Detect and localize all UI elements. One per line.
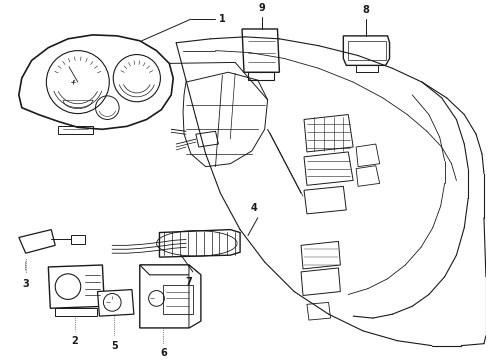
Polygon shape: [242, 29, 279, 72]
Polygon shape: [98, 289, 134, 316]
Polygon shape: [304, 186, 346, 214]
Polygon shape: [140, 265, 201, 328]
Text: 5: 5: [111, 341, 118, 351]
Polygon shape: [49, 265, 104, 308]
Polygon shape: [304, 152, 353, 185]
Text: 2: 2: [72, 336, 78, 346]
Text: 7: 7: [186, 277, 192, 287]
Text: 4: 4: [250, 203, 257, 213]
Text: 6: 6: [160, 348, 167, 357]
Polygon shape: [343, 36, 390, 66]
Polygon shape: [189, 265, 201, 328]
Polygon shape: [304, 114, 353, 152]
Text: 9: 9: [258, 3, 265, 13]
Polygon shape: [19, 230, 55, 253]
Text: 8: 8: [363, 5, 369, 15]
Polygon shape: [301, 268, 341, 296]
Polygon shape: [301, 242, 341, 269]
Text: 3: 3: [23, 279, 29, 289]
Polygon shape: [183, 72, 268, 167]
Text: 1: 1: [219, 14, 225, 24]
Polygon shape: [19, 35, 173, 129]
Polygon shape: [140, 265, 201, 275]
Polygon shape: [159, 230, 240, 257]
